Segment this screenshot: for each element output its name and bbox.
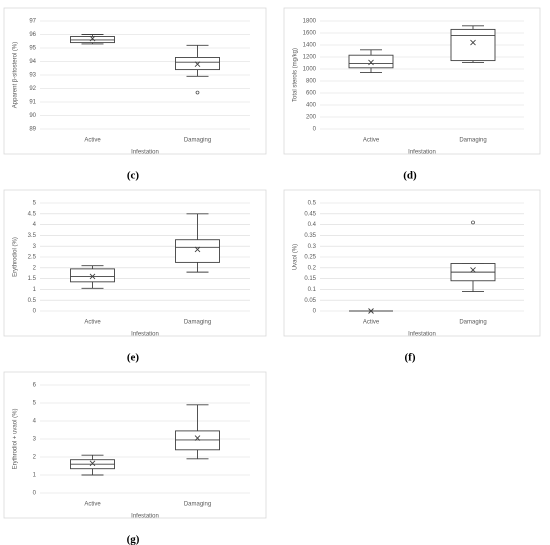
y-tick-label: 93 (29, 73, 36, 79)
y-tick-label: 0.3 (308, 244, 317, 250)
y-tick-label: 1 (33, 473, 37, 479)
x-tick-label: Active (84, 138, 101, 144)
y-tick-label: 97 (29, 19, 36, 25)
y-tick-label: 3 (33, 437, 37, 443)
y-tick-label: 0.5 (28, 298, 37, 304)
y-tick-label: 4 (33, 419, 37, 425)
y-tick-label: 96 (29, 32, 36, 38)
box (70, 268, 115, 283)
y-tick-label: 1400 (303, 43, 317, 49)
box (175, 239, 220, 263)
x-axis-label: Infestation (408, 150, 436, 156)
chart-frame (3, 371, 267, 519)
mean-marker (194, 435, 201, 441)
y-tick-label: 91 (29, 100, 36, 106)
x-tick-label: Damaging (459, 138, 486, 144)
x-tick-label: Damaging (184, 320, 211, 326)
y-axis-label: Erythrodiol + uvaol (%) (13, 409, 19, 470)
y-tick-label: 0.35 (304, 233, 316, 239)
mean-marker (368, 308, 374, 314)
y-tick-label: 0.2 (308, 265, 317, 271)
y-tick-label: 0.4 (308, 222, 317, 228)
box (175, 57, 220, 71)
y-tick-label: 1600 (303, 31, 317, 37)
y-tick-label: 1800 (303, 19, 317, 25)
y-tick-label: 95 (29, 46, 36, 52)
y-tick-label: 0.45 (304, 211, 316, 217)
y-tick-label: 1.5 (28, 276, 37, 282)
y-tick-label: 2 (33, 265, 37, 271)
mean-marker (368, 59, 374, 66)
y-tick-label: 94 (29, 59, 36, 65)
y-tick-label: 0.1 (308, 287, 317, 293)
x-tick-label: Damaging (184, 138, 211, 144)
box (450, 28, 496, 62)
y-tick-label: 600 (306, 91, 317, 97)
y-axis-label: Apparent β-sitosterol (%) (13, 42, 19, 108)
box (348, 54, 394, 69)
panel-label: (e) (127, 352, 140, 364)
chart-frame (3, 7, 267, 155)
x-tick-label: Active (363, 320, 380, 326)
outlier (471, 220, 475, 225)
x-axis-label: Infestation (408, 332, 436, 338)
x-axis-label: Infestation (131, 332, 159, 338)
y-tick-label: 4.5 (28, 211, 37, 217)
y-tick-label: 1200 (303, 55, 317, 61)
mean-marker (89, 460, 96, 467)
box (175, 430, 220, 451)
chart-frame (283, 189, 541, 337)
y-tick-label: 800 (306, 79, 317, 85)
y-tick-label: 90 (29, 113, 36, 119)
y-tick-label: 200 (306, 115, 317, 121)
chart-frame (3, 189, 267, 337)
x-tick-label: Damaging (184, 502, 211, 508)
y-tick-label: 0 (313, 309, 317, 315)
y-tick-label: 92 (29, 86, 36, 92)
y-tick-label: 5 (33, 401, 37, 407)
y-tick-label: 400 (306, 103, 317, 109)
y-axis-label: Erythrodiol (%) (13, 237, 19, 277)
x-tick-label: Active (363, 138, 380, 144)
panel-label: (c) (127, 170, 140, 182)
mean-marker (470, 39, 476, 46)
mean-marker (89, 35, 96, 42)
panel-label: (d) (403, 170, 417, 182)
y-tick-label: 6 (33, 383, 37, 389)
y-tick-label: 0 (33, 309, 37, 315)
x-tick-label: Active (84, 502, 101, 508)
y-tick-label: 5 (33, 201, 37, 207)
mean-marker (470, 267, 476, 273)
y-tick-label: 2.5 (28, 255, 37, 261)
y-tick-label: 2 (33, 455, 37, 461)
y-tick-label: 0.05 (304, 298, 316, 304)
panel-label: (f) (405, 352, 416, 364)
mean-marker (194, 61, 201, 68)
y-tick-label: 0.5 (308, 201, 317, 207)
y-tick-label: 4 (33, 222, 37, 228)
y-tick-label: 0 (33, 491, 37, 497)
x-tick-label: Damaging (459, 320, 486, 326)
y-tick-label: 0 (313, 127, 317, 133)
y-tick-label: 3 (33, 244, 37, 250)
mean-marker (194, 246, 201, 253)
y-tick-label: 1000 (303, 67, 317, 73)
y-axis-label: Uvaol (%) (293, 244, 299, 270)
y-tick-label: 3.5 (28, 233, 37, 239)
panel-label: (g) (127, 534, 140, 545)
outlier (195, 90, 200, 95)
y-tick-label: 0.25 (304, 255, 316, 261)
mean-marker (89, 273, 96, 280)
y-tick-label: 0.15 (304, 276, 316, 282)
x-tick-label: Active (84, 320, 101, 326)
y-tick-label: 89 (29, 127, 36, 133)
y-axis-label: Total sterols (mg/kg) (293, 48, 299, 102)
y-tick-label: 1 (33, 287, 37, 293)
x-axis-label: Infestation (131, 514, 159, 520)
x-axis-label: Infestation (131, 150, 159, 156)
